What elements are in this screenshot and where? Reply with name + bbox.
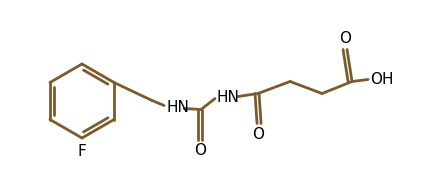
Text: O: O bbox=[339, 31, 351, 46]
Text: HN: HN bbox=[216, 90, 239, 105]
Text: OH: OH bbox=[370, 72, 393, 87]
Text: O: O bbox=[194, 143, 206, 158]
Text: F: F bbox=[78, 143, 86, 159]
Text: HN: HN bbox=[166, 100, 189, 115]
Text: O: O bbox=[252, 127, 264, 142]
